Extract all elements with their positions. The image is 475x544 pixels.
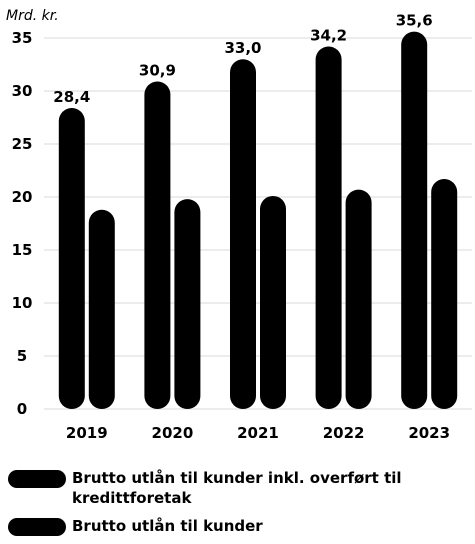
x-tick-label: 2020 [152,424,194,442]
bar-series-2 [345,189,372,409]
bar-series-1 [315,46,342,409]
x-tick-label: 2023 [408,424,450,442]
bar-chart: 0 5 10 15 20 25 30 35 28,4 2019 30,9 2020 33,0 2021 34… [12,12,472,442]
y-tick-label: 10 [12,294,33,312]
unit-label: Mrd. kr. [6,8,59,24]
bar-series-1 [144,81,171,410]
legend-label-series-1: Brutto utlån til kunder inkl. overført t… [72,469,402,507]
y-tick-label: 5 [17,347,27,365]
y-tick-label: 15 [12,241,33,259]
bar-series-2 [260,195,286,409]
legend-item-series-1: Brutto utlån til kunder inkl. overført t… [8,468,468,508]
bar-series-2 [431,178,458,409]
data-label: 35,6 [396,12,433,30]
bar-series-1 [58,107,85,410]
data-label: 28,4 [53,88,90,106]
legend: Brutto utlån til kunder inkl. overført t… [8,468,468,544]
y-tick-label: 20 [12,188,33,206]
y-tick-label: 0 [17,400,27,418]
x-tick-label: 2021 [237,424,279,442]
legend-swatch-series-2 [8,518,66,536]
legend-swatch-series-1 [8,470,66,488]
y-tick-label: 35 [12,29,33,47]
y-tick-label: 25 [12,135,33,153]
data-label: 33,0 [224,39,261,57]
bar-series-2 [174,199,201,409]
x-tick-label: 2019 [66,424,108,442]
bar-series-1 [230,59,256,409]
data-label: 34,2 [310,26,347,44]
legend-item-series-2: Brutto utlån til kunder [8,516,468,536]
bar-series-1 [401,31,428,409]
data-label: 30,9 [139,61,176,79]
y-tick-label: 30 [12,82,33,100]
legend-label-series-2: Brutto utlån til kunder [72,517,263,535]
bar-series-2 [88,209,115,409]
x-tick-label: 2022 [323,424,365,442]
